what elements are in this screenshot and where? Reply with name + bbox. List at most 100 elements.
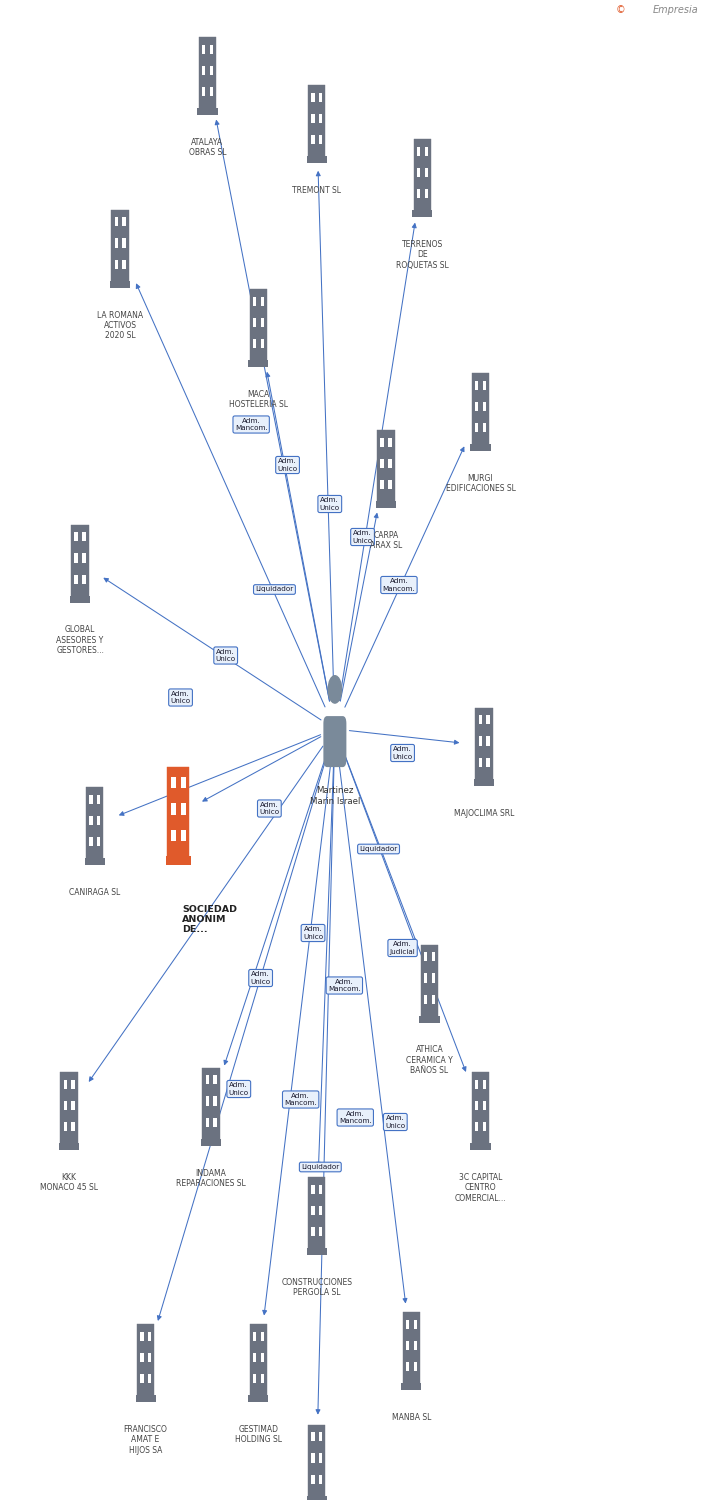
Text: LA ROMANA
ACTIVOS
2020 SL: LA ROMANA ACTIVOS 2020 SL (97, 310, 143, 340)
FancyBboxPatch shape (202, 1068, 220, 1143)
Text: ATALAYA
OBRAS SL: ATALAYA OBRAS SL (189, 138, 226, 158)
FancyBboxPatch shape (82, 574, 86, 584)
FancyBboxPatch shape (475, 1101, 478, 1110)
FancyBboxPatch shape (405, 1320, 409, 1329)
FancyBboxPatch shape (71, 1101, 75, 1110)
Text: Adm.
Mancom.: Adm. Mancom. (339, 1110, 371, 1125)
FancyBboxPatch shape (59, 1143, 79, 1150)
FancyBboxPatch shape (419, 1016, 440, 1023)
FancyBboxPatch shape (253, 1353, 256, 1362)
Text: Adm.
Judicial: Adm. Judicial (389, 942, 416, 956)
FancyBboxPatch shape (74, 554, 78, 562)
Text: Empresia: Empresia (653, 4, 699, 15)
Text: Liquidador: Liquidador (256, 586, 293, 592)
FancyBboxPatch shape (478, 758, 482, 766)
FancyBboxPatch shape (483, 1080, 486, 1089)
Text: ©: © (615, 4, 625, 15)
FancyBboxPatch shape (122, 217, 126, 226)
FancyBboxPatch shape (253, 339, 256, 348)
FancyBboxPatch shape (253, 297, 256, 306)
Text: Adm.
Unico: Adm. Unico (250, 972, 271, 986)
FancyBboxPatch shape (205, 1096, 209, 1106)
FancyBboxPatch shape (405, 1341, 409, 1350)
FancyBboxPatch shape (181, 777, 186, 788)
FancyBboxPatch shape (140, 1332, 143, 1341)
Text: Adm.
Mancom.: Adm. Mancom. (328, 980, 360, 993)
FancyBboxPatch shape (311, 135, 314, 144)
Text: Adm.
Unico: Adm. Unico (385, 1116, 405, 1128)
FancyBboxPatch shape (432, 952, 435, 962)
FancyBboxPatch shape (89, 837, 92, 846)
FancyBboxPatch shape (478, 716, 482, 724)
FancyBboxPatch shape (319, 93, 323, 102)
FancyBboxPatch shape (308, 1425, 325, 1500)
FancyBboxPatch shape (475, 423, 478, 432)
FancyBboxPatch shape (171, 777, 175, 788)
FancyBboxPatch shape (84, 858, 105, 865)
FancyBboxPatch shape (401, 1383, 422, 1390)
Text: Adm.
Mancom.: Adm. Mancom. (235, 417, 267, 432)
FancyBboxPatch shape (82, 532, 86, 542)
FancyBboxPatch shape (181, 830, 186, 842)
FancyBboxPatch shape (424, 974, 427, 982)
Text: GLOBAL
ASESORES Y
GESTORES...: GLOBAL ASESORES Y GESTORES... (56, 626, 104, 656)
FancyBboxPatch shape (377, 430, 395, 506)
Text: ATHICA
CERAMICA Y
BAÑOS SL: ATHICA CERAMICA Y BAÑOS SL (406, 1046, 453, 1076)
FancyBboxPatch shape (308, 1178, 325, 1252)
FancyBboxPatch shape (306, 1248, 327, 1256)
FancyBboxPatch shape (97, 837, 100, 846)
FancyBboxPatch shape (388, 438, 392, 447)
FancyBboxPatch shape (486, 736, 490, 746)
Text: TERRENOS
DE
ROQUETAS SL: TERRENOS DE ROQUETAS SL (396, 240, 448, 270)
FancyBboxPatch shape (71, 525, 89, 600)
FancyBboxPatch shape (472, 374, 489, 448)
FancyBboxPatch shape (74, 574, 78, 584)
Text: FRANCISCO
AMAT E
HIJOS SA: FRANCISCO AMAT E HIJOS SA (124, 1425, 167, 1455)
FancyBboxPatch shape (71, 1080, 75, 1089)
FancyBboxPatch shape (311, 1454, 314, 1462)
FancyBboxPatch shape (250, 1324, 267, 1400)
FancyBboxPatch shape (483, 402, 486, 411)
FancyBboxPatch shape (475, 1080, 478, 1089)
FancyBboxPatch shape (432, 994, 435, 1004)
FancyBboxPatch shape (181, 802, 186, 814)
FancyBboxPatch shape (323, 716, 347, 766)
Text: MAJOCLIMA SRL: MAJOCLIMA SRL (454, 808, 514, 818)
FancyBboxPatch shape (111, 210, 129, 285)
FancyBboxPatch shape (210, 87, 213, 96)
FancyBboxPatch shape (388, 480, 392, 489)
FancyBboxPatch shape (483, 423, 486, 432)
FancyBboxPatch shape (261, 339, 264, 348)
FancyBboxPatch shape (380, 480, 384, 489)
FancyBboxPatch shape (148, 1332, 151, 1341)
FancyBboxPatch shape (483, 381, 486, 390)
FancyBboxPatch shape (472, 1072, 489, 1148)
FancyBboxPatch shape (475, 1122, 478, 1131)
Text: CANIRAGA SL: CANIRAGA SL (69, 888, 120, 897)
FancyBboxPatch shape (250, 290, 267, 364)
FancyBboxPatch shape (470, 1143, 491, 1150)
FancyBboxPatch shape (311, 93, 314, 102)
FancyBboxPatch shape (414, 1341, 417, 1350)
FancyBboxPatch shape (475, 381, 478, 390)
FancyBboxPatch shape (319, 135, 323, 144)
FancyBboxPatch shape (483, 1101, 486, 1110)
FancyBboxPatch shape (114, 217, 118, 226)
FancyBboxPatch shape (135, 1395, 156, 1402)
FancyBboxPatch shape (319, 1227, 323, 1236)
FancyBboxPatch shape (248, 360, 269, 368)
Text: CONSTRUCCIONES
PERGOLA SL: CONSTRUCCIONES PERGOLA SL (281, 1278, 352, 1298)
FancyBboxPatch shape (475, 708, 493, 783)
FancyBboxPatch shape (148, 1353, 151, 1362)
FancyBboxPatch shape (319, 1185, 323, 1194)
Text: CARPA
ARAX SL: CARPA ARAX SL (370, 531, 402, 550)
Text: Liquidador: Liquidador (301, 1164, 339, 1170)
FancyBboxPatch shape (261, 1332, 264, 1341)
FancyBboxPatch shape (86, 788, 103, 862)
FancyBboxPatch shape (110, 280, 130, 288)
Text: MACA
HOSTELERIA SL: MACA HOSTELERIA SL (229, 390, 288, 410)
Text: KKK
MONACO 45 SL: KKK MONACO 45 SL (40, 1173, 98, 1192)
FancyBboxPatch shape (205, 1118, 209, 1126)
FancyBboxPatch shape (261, 1374, 264, 1383)
FancyBboxPatch shape (70, 596, 90, 603)
